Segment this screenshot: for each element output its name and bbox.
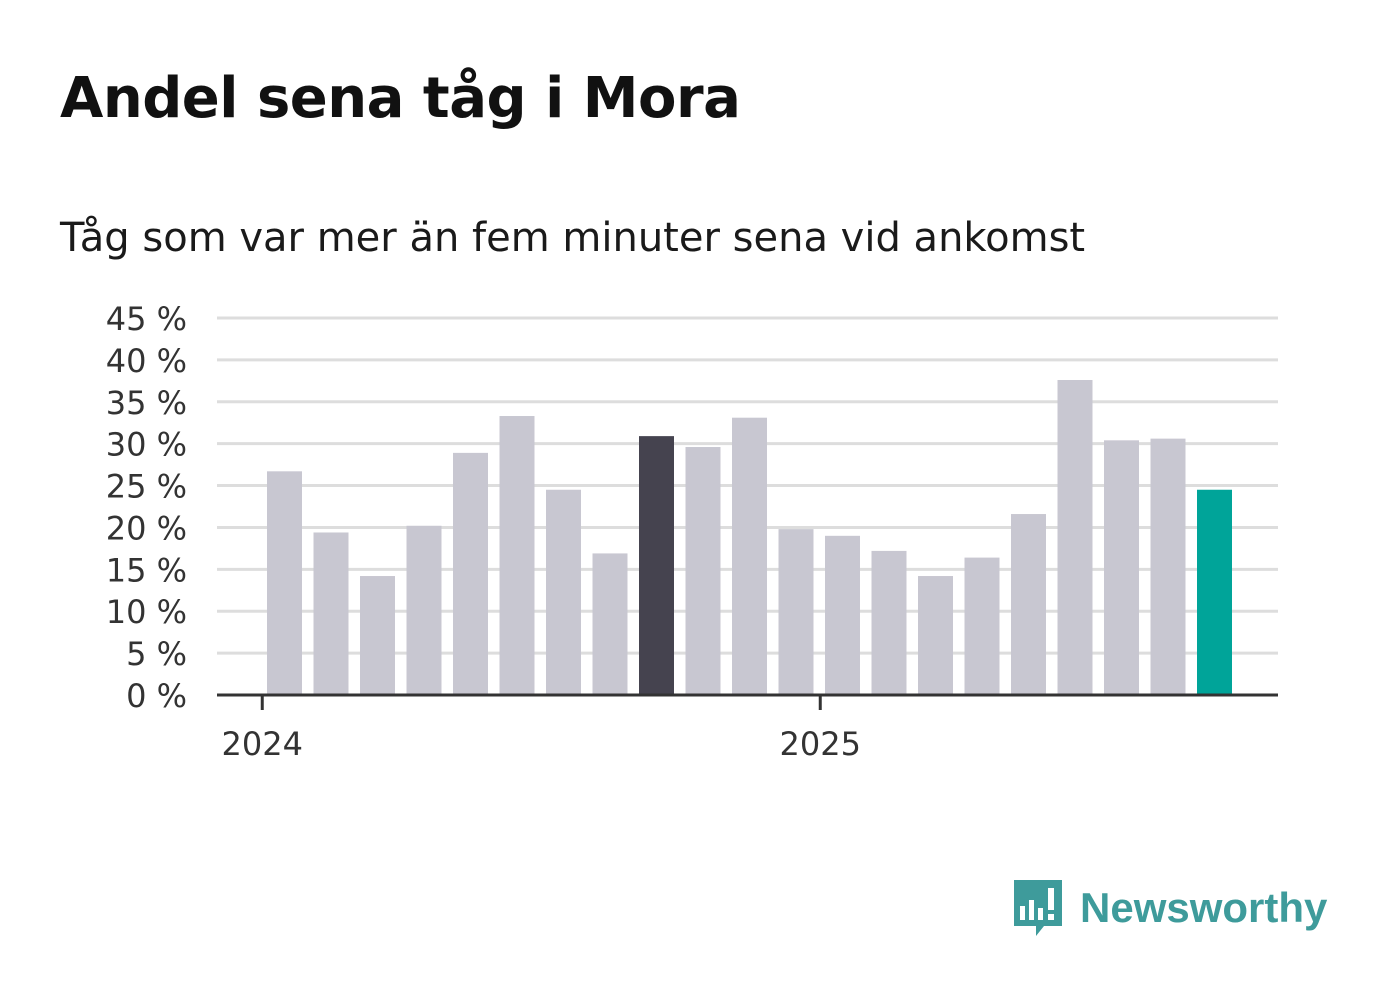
bar — [685, 447, 721, 695]
x-tick-label: 2025 — [780, 725, 861, 763]
y-tick-label: 0 % — [126, 677, 187, 715]
bar — [732, 417, 767, 695]
bar — [1104, 440, 1139, 695]
bar — [267, 471, 302, 695]
bar — [592, 553, 628, 695]
y-tick-label: 20 % — [106, 509, 187, 547]
y-tick-label: 10 % — [106, 593, 187, 631]
x-axis: 2024 2025 — [217, 693, 1278, 763]
bar — [918, 576, 953, 695]
chart-title: Andel sena tåg i Mora — [60, 66, 741, 131]
bar — [1011, 514, 1046, 695]
bar-chart-speech-bubble-icon — [1014, 880, 1062, 936]
bar — [825, 535, 860, 695]
bar — [1197, 489, 1232, 695]
bar — [964, 557, 1000, 695]
x-tick-label: 2024 — [222, 725, 303, 763]
brand-name: Newsworthy — [1080, 884, 1328, 931]
y-tick-label: 30 % — [106, 426, 187, 464]
y-axis-labels: 0 % 5 % 10 % 15 % 20 %25 % 30 % 35 % 40 % 45 % — [106, 300, 187, 715]
newsworthy-logo: Newsworthy — [1010, 876, 1327, 940]
bar — [639, 436, 674, 695]
y-tick-label: 25 % — [106, 468, 187, 506]
y-tick-label: 40 % — [106, 342, 187, 380]
bars — [267, 379, 1232, 695]
chart-subtitle: Tåg som var mer än fem minuter sena vid … — [60, 215, 1086, 261]
bar — [313, 532, 349, 695]
y-tick-label: 5 % — [126, 635, 187, 673]
bar — [406, 525, 442, 695]
bar — [499, 416, 535, 695]
bar — [546, 489, 581, 695]
bar — [778, 529, 814, 695]
y-tick-label: 35 % — [106, 384, 187, 422]
bar — [360, 576, 395, 695]
bar — [453, 452, 488, 695]
y-tick-label: 45 % — [106, 300, 187, 338]
bar — [871, 550, 907, 695]
y-tick-label: 15 % — [106, 551, 187, 589]
bar — [1057, 379, 1093, 695]
bar — [1150, 438, 1186, 695]
